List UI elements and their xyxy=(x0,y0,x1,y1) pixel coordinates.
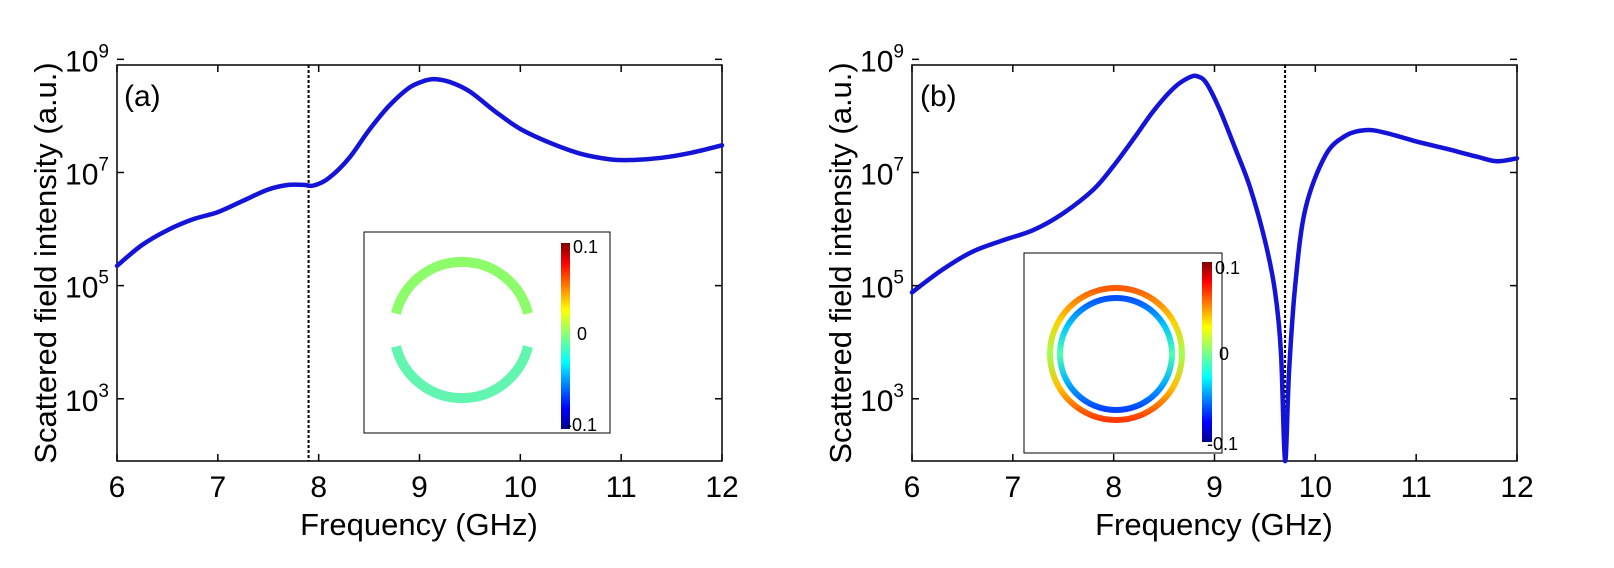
y-tick-label-b: 103 xyxy=(860,381,904,418)
panel-a: 6 7 8 9 10 11 12 103 105 107 109 (a) Frequency (G… xyxy=(28,41,739,542)
x-tick-label-b: 10 xyxy=(1299,471,1332,504)
x-axis-label-b: Frequency (GHz) xyxy=(1095,507,1333,542)
colorbar-min-label-b: -0.1 xyxy=(1207,434,1238,454)
y-axis-label-a: Scattered field intensity (a.u.) xyxy=(28,62,63,463)
x-tick-label-a: 10 xyxy=(504,471,537,504)
inner-ring xyxy=(1057,295,1175,413)
x-ticks-a: 6 7 8 9 10 11 12 xyxy=(109,65,739,504)
split-ring-bottom xyxy=(391,345,533,404)
y-tick-label-a: 109 xyxy=(65,41,109,78)
series-line-b xyxy=(909,73,1520,464)
y-tick-label-a: 105 xyxy=(65,268,109,305)
colorbar-b xyxy=(1202,262,1212,442)
colorbar-mid-label-b: 0 xyxy=(1219,344,1229,364)
split-ring-top xyxy=(391,256,533,315)
colorbar-min-label-a: -0.1 xyxy=(566,415,597,435)
x-ticks-b: 6 7 8 9 10 11 12 xyxy=(904,65,1534,504)
y-tick-label-b: 105 xyxy=(860,268,904,305)
y-tick-label-a: 103 xyxy=(65,381,109,418)
series-line-a xyxy=(114,76,725,269)
y-tick-label-a: 107 xyxy=(65,154,109,191)
y-axis-label-b: Scattered field intensity (a.u.) xyxy=(823,62,858,463)
colorbar-max-label-a: 0.1 xyxy=(573,237,598,257)
colorbar-a xyxy=(561,243,570,429)
x-tick-label-a: 7 xyxy=(209,471,226,504)
x-axis-label-a: Frequency (GHz) xyxy=(300,507,538,542)
x-tick-label-a: 12 xyxy=(705,471,738,504)
panel-b: 6 7 8 9 10 11 12 103 105 107 109 (b) Frequency (G… xyxy=(823,41,1534,542)
y-ticks-b: 103 105 107 109 xyxy=(860,41,1517,418)
x-tick-label-b: 11 xyxy=(1401,471,1432,504)
x-tick-label-b: 12 xyxy=(1500,471,1533,504)
y-tick-label-b: 109 xyxy=(860,41,904,78)
y-ticks-a: 103 105 107 109 xyxy=(65,41,722,418)
x-tick-label-b: 6 xyxy=(904,471,921,504)
x-tick-label-a: 11 xyxy=(606,471,637,504)
colorbar-mid-label-a: 0 xyxy=(577,324,587,344)
panel-label-a: (a) xyxy=(124,80,161,113)
x-tick-label-b: 9 xyxy=(1206,471,1223,504)
x-tick-label-b: 7 xyxy=(1004,471,1021,504)
x-tick-label-b: 8 xyxy=(1105,471,1122,504)
y-tick-label-b: 107 xyxy=(860,154,904,191)
inset-b: 0.1 0 -0.1 xyxy=(1023,252,1240,454)
outer-ring xyxy=(1047,285,1185,423)
x-tick-label-a: 9 xyxy=(411,471,428,504)
x-tick-label-a: 6 xyxy=(109,471,126,504)
colorbar-max-label-b: 0.1 xyxy=(1215,258,1240,278)
inset-a: 0.1 0 -0.1 xyxy=(363,231,611,435)
x-tick-label-a: 8 xyxy=(310,471,327,504)
panel-label-b: (b) xyxy=(920,80,957,113)
inset-frame-b xyxy=(1023,252,1223,454)
